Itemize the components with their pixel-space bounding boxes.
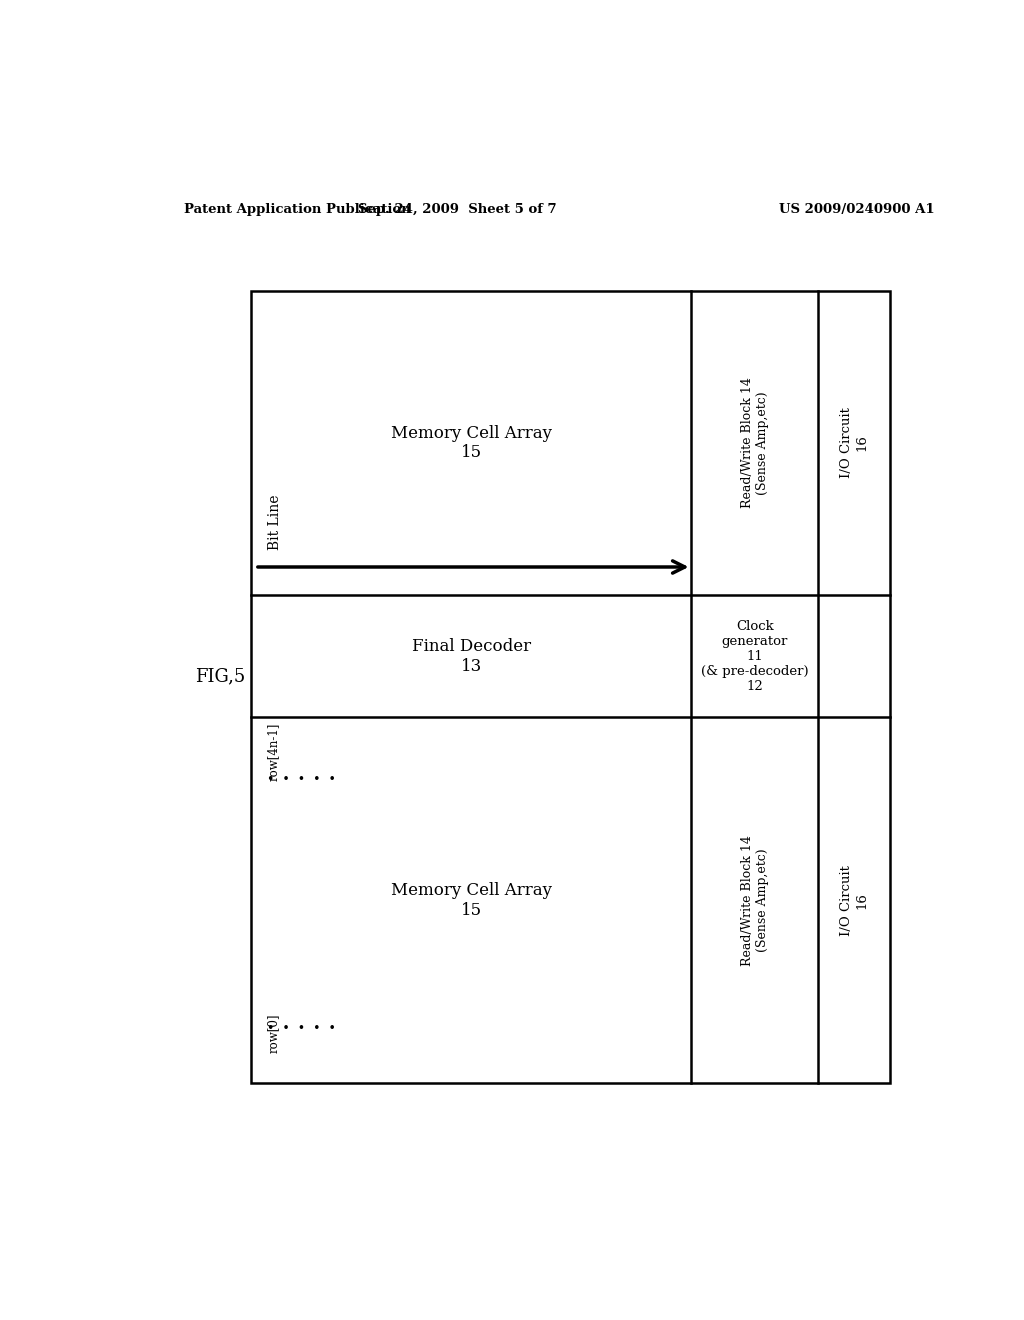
Bar [251,290,890,1084]
Text: US 2009/0240900 A1: US 2009/0240900 A1 [778,203,934,215]
Text: •  •  •  •  •: • • • • • [267,774,336,787]
Text: I/O Circuit
16: I/O Circuit 16 [840,408,868,478]
Text: Memory Cell Array
15: Memory Cell Array 15 [391,425,552,461]
Text: row[0]: row[0] [267,1014,280,1053]
Text: Read/Write Block 14
(Sense Amp,etc): Read/Write Block 14 (Sense Amp,etc) [741,836,769,966]
Text: Patent Application Publication: Patent Application Publication [183,203,411,215]
Text: Memory Cell Array
15: Memory Cell Array 15 [391,882,552,919]
Text: •  •  •  •  •: • • • • • [267,1022,336,1035]
Text: Sep. 24, 2009  Sheet 5 of 7: Sep. 24, 2009 Sheet 5 of 7 [358,203,557,215]
Text: Final Decoder
13: Final Decoder 13 [412,638,530,675]
Text: Read/Write Block 14
(Sense Amp,etc): Read/Write Block 14 (Sense Amp,etc) [741,378,769,508]
Text: FIG,5: FIG,5 [196,668,246,686]
Text: I/O Circuit
16: I/O Circuit 16 [840,865,868,936]
Text: row[4n-1]: row[4n-1] [267,722,280,781]
Text: Bit Line: Bit Line [268,494,283,549]
Text: Clock
generator
11
(& pre-decoder)
12: Clock generator 11 (& pre-decoder) 12 [701,620,809,693]
